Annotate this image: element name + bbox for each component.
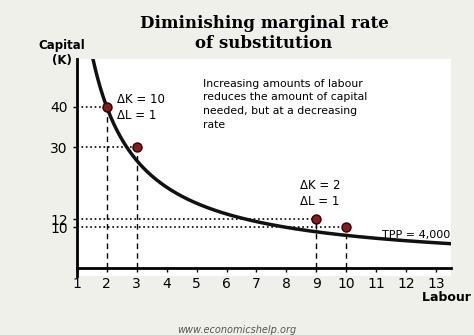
Text: TPP = 4,000: TPP = 4,000 bbox=[382, 230, 450, 241]
Text: www.economicshelp.org: www.economicshelp.org bbox=[177, 325, 297, 335]
X-axis label: Labour (L): Labour (L) bbox=[422, 291, 474, 304]
Text: Capital
(K): Capital (K) bbox=[38, 39, 85, 67]
Title: Diminishing marginal rate
of substitution: Diminishing marginal rate of substitutio… bbox=[139, 15, 388, 52]
Text: ΔK = 10
ΔL = 1: ΔK = 10 ΔL = 1 bbox=[117, 93, 165, 122]
Text: ΔK = 2
ΔL = 1: ΔK = 2 ΔL = 1 bbox=[300, 179, 340, 208]
Text: Increasing amounts of labour
reduces the amount of capital
needed, but at a decr: Increasing amounts of labour reduces the… bbox=[202, 79, 367, 130]
